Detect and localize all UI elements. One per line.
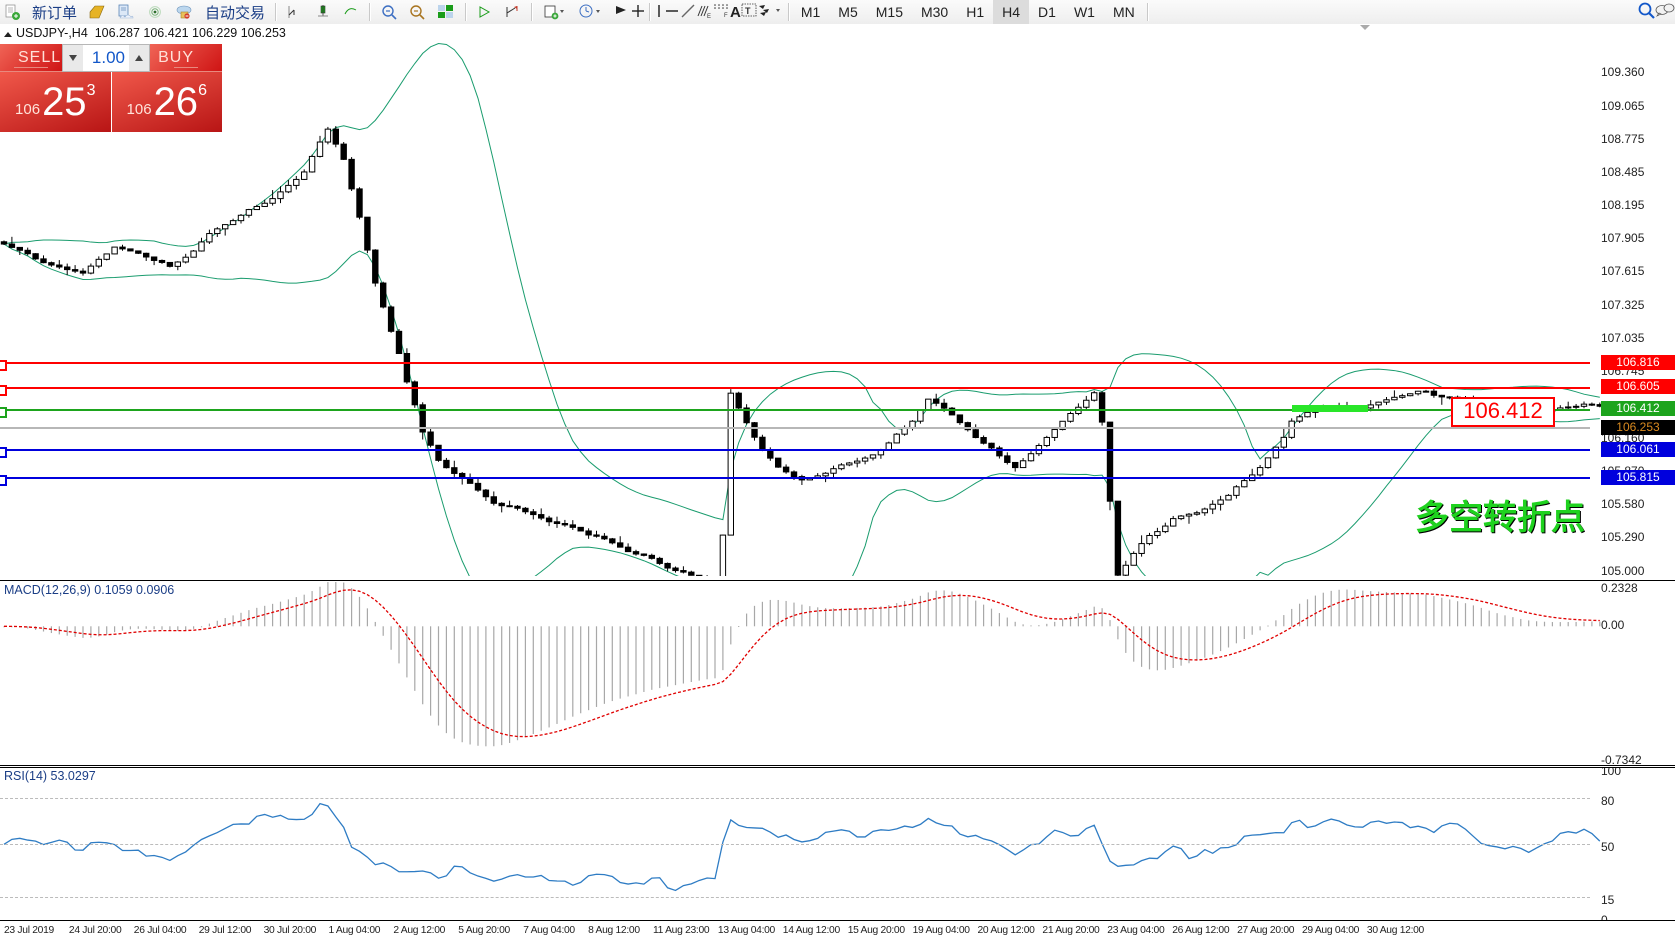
svg-text:T: T xyxy=(745,6,751,16)
svg-text:F: F xyxy=(724,13,728,18)
svg-text:E: E xyxy=(707,14,711,19)
